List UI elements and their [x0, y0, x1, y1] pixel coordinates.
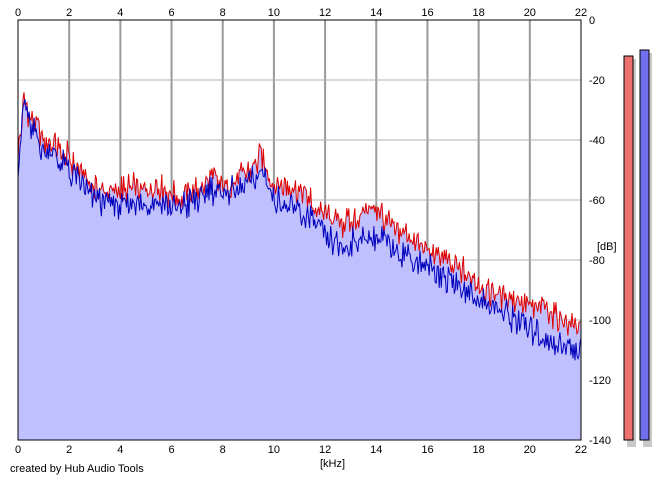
- x-tick-label-top: 2: [66, 7, 72, 19]
- y-tick-label: -140: [589, 435, 611, 447]
- x-tick-label-top: 20: [524, 7, 536, 19]
- x-tick-label-bottom: 14: [370, 444, 382, 456]
- y-tick-labels: 0 -20 -40 -60 -80 -100 -120 -140: [589, 15, 611, 447]
- level-meters: [623, 49, 652, 447]
- x-tick-labels-top: 0 2 4 6 8 10 12 14 16 18 20 22: [15, 7, 587, 19]
- level-meter-1: [623, 55, 634, 441]
- y-tick-label: -40: [589, 135, 605, 147]
- x-tick-label-top: 0: [15, 7, 21, 19]
- spectrum-fill-area: [18, 92, 581, 441]
- x-tick-label-top: 10: [268, 7, 280, 19]
- x-tick-label-bottom: 2: [66, 444, 72, 456]
- x-tick-label-bottom: 4: [117, 444, 123, 456]
- x-tick-label-bottom: 16: [421, 444, 433, 456]
- x-tick-label-top: 18: [473, 7, 485, 19]
- plot-frame: [17, 19, 582, 441]
- x-tick-label-bottom: 22: [575, 444, 587, 456]
- x-tick-label-top: 12: [319, 7, 331, 19]
- x-tick-label-top: 14: [370, 7, 382, 19]
- x-tick-label-bottom: 8: [220, 444, 226, 456]
- series-line-2: [17, 99, 582, 361]
- x-tick-labels-bottom: 0 2 4 6 8 10 12 14 16 18 20 22: [15, 444, 587, 456]
- y-axis-unit-label: [dB]: [597, 241, 617, 253]
- x-tick-label-bottom: 20: [524, 444, 536, 456]
- x-tick-label-top: 6: [168, 7, 174, 19]
- x-axis-unit-label: [kHz]: [320, 458, 345, 470]
- x-tick-label-top: 22: [575, 7, 587, 19]
- y-tick-label: -100: [589, 315, 611, 327]
- y-tick-label: 0: [589, 15, 595, 27]
- series-lines: [17, 92, 582, 361]
- level-meter-2: [639, 49, 650, 441]
- x-tick-label-top: 16: [421, 7, 433, 19]
- credit-text: created by Hub Audio Tools: [10, 463, 144, 475]
- x-tick-label-bottom: 18: [473, 444, 485, 456]
- x-tick-label-bottom: 10: [268, 444, 280, 456]
- y-tick-label: -60: [589, 195, 605, 207]
- x-tick-label-bottom: 0: [15, 444, 21, 456]
- x-tick-label-top: 8: [220, 7, 226, 19]
- x-tick-label-bottom: 6: [168, 444, 174, 456]
- y-tick-label: -80: [589, 255, 605, 267]
- x-tick-label-bottom: 12: [319, 444, 331, 456]
- x-tick-label-top: 4: [117, 7, 123, 19]
- y-tick-label: -120: [589, 375, 611, 387]
- y-tick-label: -20: [589, 75, 605, 87]
- series-line-1: [17, 92, 582, 336]
